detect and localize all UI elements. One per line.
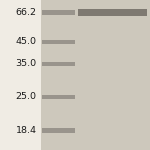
Text: 25.0: 25.0	[16, 92, 37, 101]
Bar	[42, 40, 75, 44]
Text: 18.4: 18.4	[16, 126, 37, 135]
Bar	[42, 61, 75, 66]
Text: 66.2: 66.2	[16, 8, 37, 17]
Text: 45.0: 45.0	[16, 38, 37, 46]
Text: 35.0: 35.0	[16, 59, 37, 68]
Bar	[42, 11, 75, 15]
Bar	[40, 0, 150, 150]
Bar	[78, 9, 147, 16]
Bar	[42, 128, 75, 133]
Bar	[42, 94, 75, 99]
